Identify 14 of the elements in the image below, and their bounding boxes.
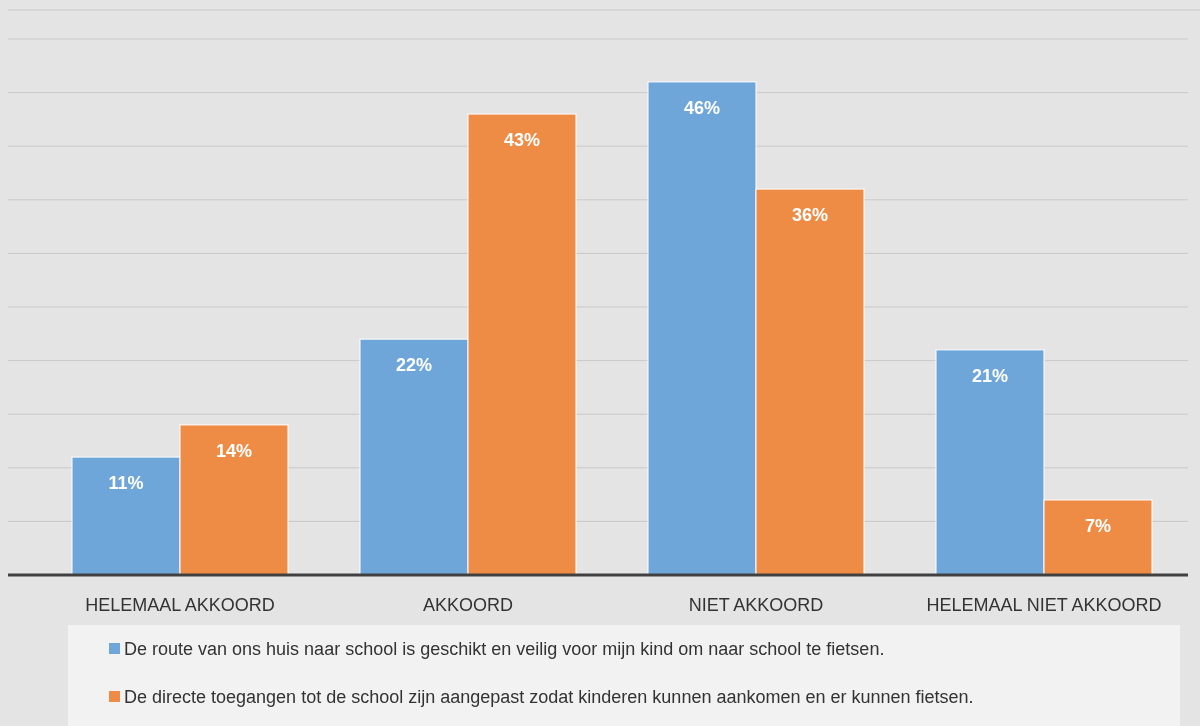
data-label: 43% <box>503 130 541 151</box>
x-tick-label: NIET AKKOORD <box>688 595 824 615</box>
data-label: 22% <box>395 355 433 376</box>
data-label: 11% <box>108 473 144 494</box>
legend-label: De route van ons huis naar school is geschikt en veilig voor mijn kind om naar school te fietsen. <box>124 639 885 659</box>
x-tick-label: HELEMAAL AKKOORD <box>85 595 275 615</box>
data-label: 7% <box>1084 515 1112 536</box>
data-label: 46% <box>683 97 721 118</box>
data-label: 36% <box>791 205 829 226</box>
x-tick-label: AKKOORD <box>422 595 514 615</box>
data-label: 21% <box>971 365 1009 386</box>
x-tick-label: HELEMAAL NIET AKKOORD <box>926 595 1162 615</box>
data-label: 14% <box>215 440 253 461</box>
legend-label: De directe toegangen tot de school zijn aangepast zodat kinderen kunnen aankomen en er kunnen fietsen. <box>124 687 974 707</box>
